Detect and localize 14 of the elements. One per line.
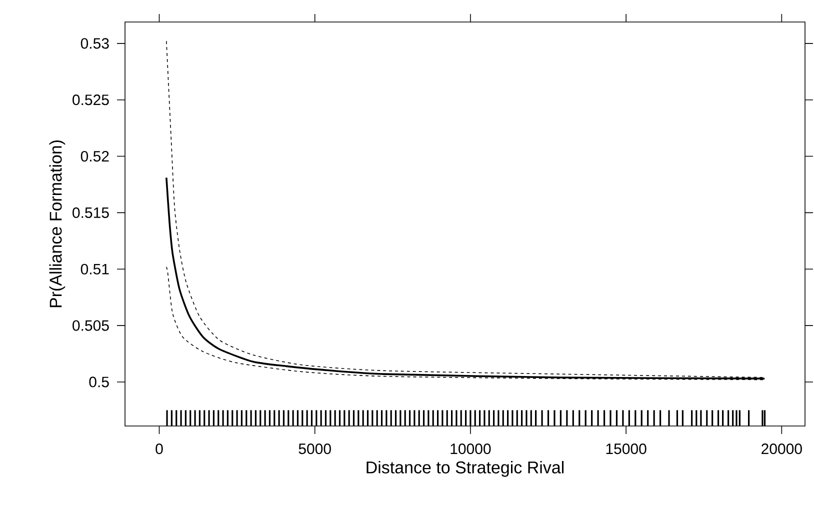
x-tick-label: 5000: [298, 444, 331, 454]
x-tick-label: 15000: [606, 444, 646, 454]
x-tick-label: 10000: [450, 444, 491, 454]
x-axis-title: Distance to Strategic Rival: [366, 460, 564, 477]
y-tick-label: 0.52: [80, 150, 109, 162]
y-tick-label: 0.515: [72, 207, 109, 218]
y-axis-title: Pr(Alliance Formation): [49, 140, 66, 308]
y-tick-label: 0.525: [72, 94, 109, 106]
y-tick-label: 0.5: [89, 376, 109, 388]
x-tick-label: 0: [156, 444, 163, 454]
y-tick-label: 0.53: [80, 38, 109, 49]
x-tick-label: 20000: [762, 444, 802, 454]
y-tick-label: 0.51: [80, 264, 109, 274]
y-tick-label: 0.505: [72, 320, 109, 331]
